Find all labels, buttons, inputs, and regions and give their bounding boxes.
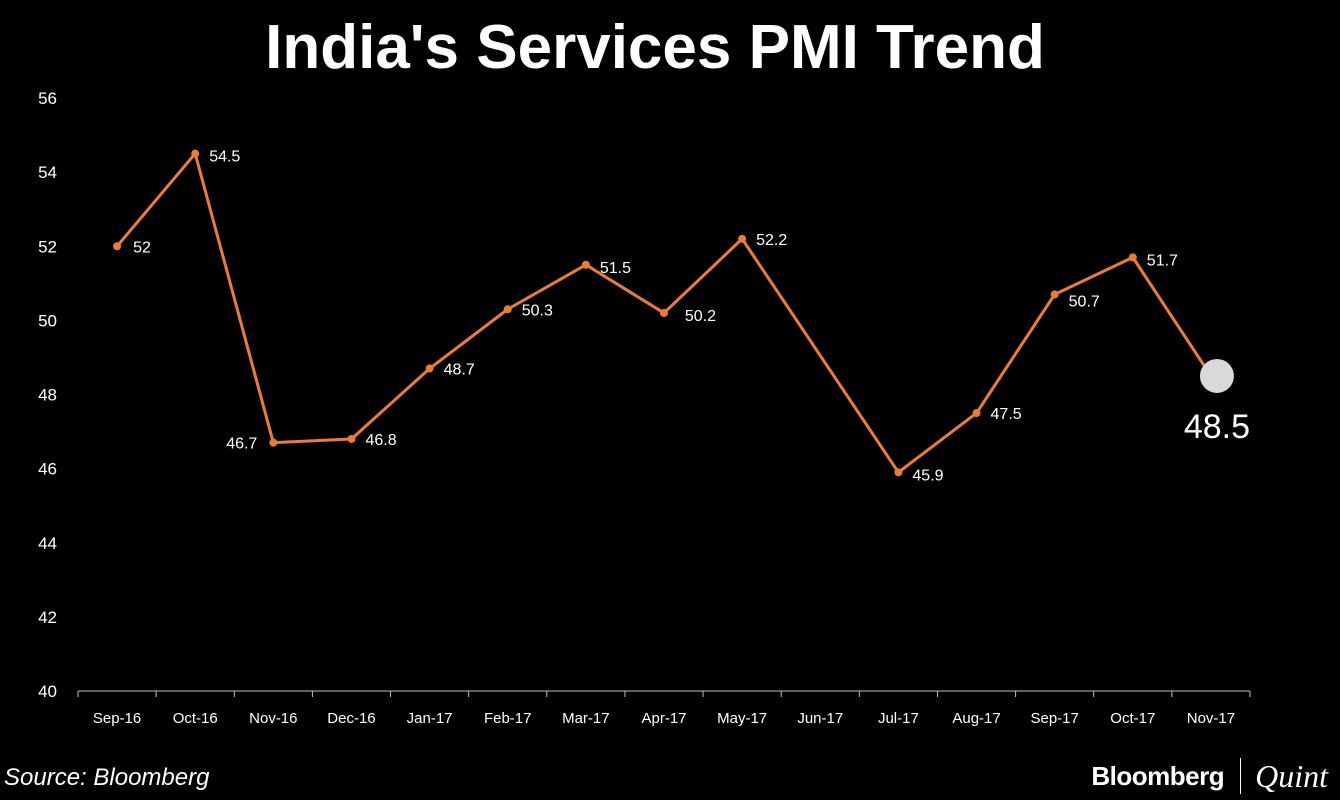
data-label: 54.5 xyxy=(209,149,240,166)
y-tick-label: 50 xyxy=(38,311,57,330)
data-label: 46.8 xyxy=(365,432,396,449)
y-tick-label: 52 xyxy=(38,237,57,256)
data-label: 47.5 xyxy=(991,406,1022,423)
data-label: 50.3 xyxy=(522,302,553,319)
series-line xyxy=(115,152,1213,474)
x-tick-label: Oct-17 xyxy=(1110,710,1155,727)
x-tick-label: Jun-17 xyxy=(797,710,843,727)
series-lines xyxy=(115,152,1213,474)
highlight-marker xyxy=(1199,358,1234,393)
y-tick-label: 44 xyxy=(38,534,57,553)
y-axis-labels: 40 42 44 46 48 50 52 54 56 xyxy=(38,89,57,701)
data-point xyxy=(738,234,747,243)
x-tick-label: Sep-16 xyxy=(93,710,141,727)
data-label: 51.5 xyxy=(600,260,631,277)
data-point xyxy=(972,409,981,418)
x-tick-label: Nov-16 xyxy=(249,710,297,727)
data-point xyxy=(347,434,356,443)
x-tick-label: Mar-17 xyxy=(562,710,610,727)
x-tick-label: Dec-16 xyxy=(327,710,375,727)
y-tick-label: 46 xyxy=(38,460,57,479)
series-points xyxy=(113,149,1137,477)
x-axis: Sep-16 Oct-16 Nov-16 Dec-16 Jan-17 Feb-17 Mar-… xyxy=(77,690,1251,727)
data-point xyxy=(503,305,512,314)
data-label: 48.7 xyxy=(444,362,475,379)
data-point xyxy=(191,149,200,158)
quint-logo: Quint xyxy=(1255,757,1328,794)
data-point xyxy=(581,260,590,269)
data-point xyxy=(894,468,903,477)
x-tick-label: Apr-17 xyxy=(641,710,686,727)
y-tick-label: 40 xyxy=(38,682,57,701)
data-point xyxy=(1128,253,1137,262)
data-label: 46.7 xyxy=(226,436,257,453)
x-tick-label: Jan-17 xyxy=(407,710,453,727)
highlight-group: 48.5 xyxy=(1184,358,1250,446)
y-tick-label: 42 xyxy=(38,608,57,627)
x-tick-label: Feb-17 xyxy=(484,710,532,727)
bloomberg-logo: Bloomberg xyxy=(1091,760,1225,791)
brand-divider xyxy=(1240,758,1242,794)
highlight-label: 48.5 xyxy=(1184,408,1250,446)
data-point xyxy=(269,438,278,447)
x-tick-label: Jul-17 xyxy=(878,710,919,727)
data-label: 51.7 xyxy=(1147,252,1178,269)
y-tick-label: 56 xyxy=(38,89,57,108)
data-point xyxy=(113,242,122,251)
data-labels: 52 54.5 46.7 46.8 48.7 50.3 51.5 50.2 52.2 45.9 47… xyxy=(133,149,1178,485)
data-point xyxy=(1050,290,1059,299)
branding: Bloomberg Quint xyxy=(1091,756,1328,796)
data-label: 50.2 xyxy=(685,308,716,325)
y-tick-label: 48 xyxy=(38,386,57,405)
x-tick-label: Sep-17 xyxy=(1030,710,1078,727)
chart-title: India's Services PMI Trend xyxy=(265,13,1045,82)
y-tick-label: 54 xyxy=(38,163,57,182)
x-tick-label: Nov-17 xyxy=(1187,710,1235,727)
data-label: 45.9 xyxy=(912,467,943,484)
x-tick-label: Oct-16 xyxy=(173,710,218,727)
data-point xyxy=(425,364,434,373)
data-label: 52 xyxy=(133,239,151,256)
source-note: Source: Bloomberg xyxy=(4,764,210,791)
x-tick-label: Aug-17 xyxy=(952,710,1000,727)
data-label: 50.7 xyxy=(1069,293,1100,310)
data-point xyxy=(660,308,668,317)
x-tick-label: May-17 xyxy=(717,710,767,727)
data-label: 52.2 xyxy=(756,232,787,249)
